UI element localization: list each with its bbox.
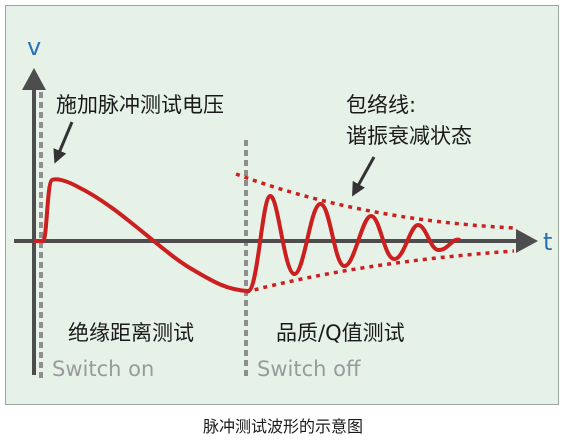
envelope-pointer-arrow-icon bbox=[352, 156, 376, 197]
envelope-label-line1: 包络线: bbox=[346, 93, 416, 117]
figure-caption: 脉冲测试波形的示意图 bbox=[202, 417, 363, 436]
insulation-test-label: 绝缘距离测试 bbox=[68, 321, 194, 345]
envelope-lower bbox=[245, 249, 515, 294]
envelope-upper bbox=[235, 172, 515, 230]
switch-on-label: Switch on bbox=[52, 357, 154, 381]
pulse-label: 施加脉冲测试电压 bbox=[56, 93, 224, 117]
pulse-pointer-arrow-icon bbox=[53, 121, 74, 164]
envelope-label-line2: 谐振衰减状态 bbox=[346, 124, 472, 148]
y-axis-arrow-icon bbox=[22, 68, 46, 90]
pulse-waveform bbox=[34, 177, 461, 293]
x-axis-arrow-icon bbox=[516, 229, 538, 253]
diagram-panel bbox=[5, 5, 559, 405]
y-axis-label: v bbox=[27, 33, 41, 61]
x-axis-label: t bbox=[543, 228, 552, 256]
switch-off-label: Switch off bbox=[257, 357, 361, 381]
quality-test-label: 品质/Q值测试 bbox=[276, 321, 405, 345]
